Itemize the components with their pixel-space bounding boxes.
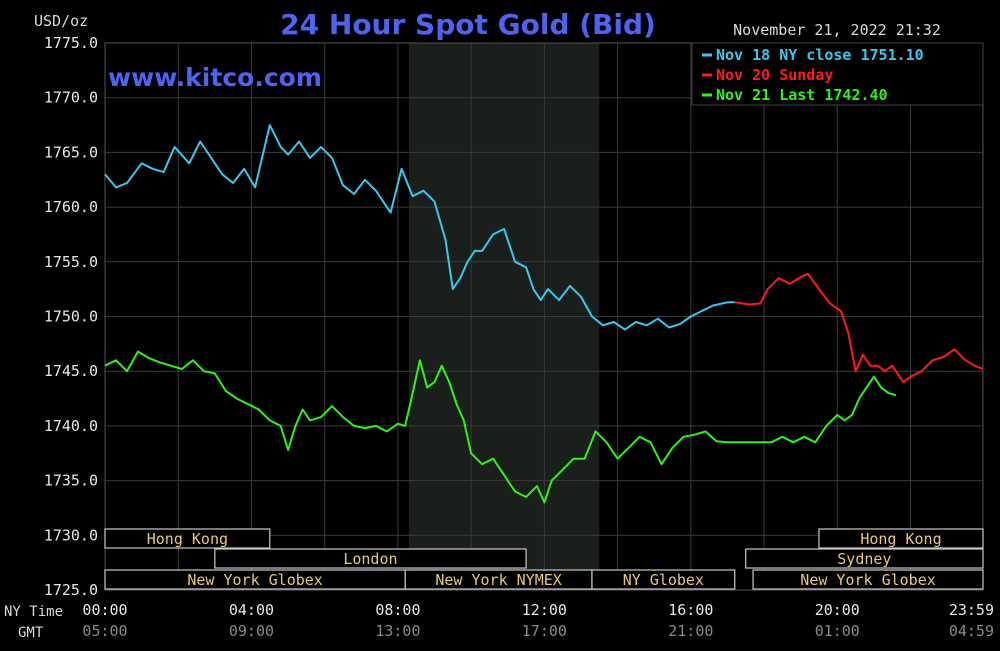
session-bar xyxy=(752,569,984,590)
trading-sessions: Hong Kong Hong Kong London Sydney New York G… xyxy=(104,528,984,590)
y-axis-units: USD/oz xyxy=(34,12,88,30)
x-tick-label-ny: 20:00 xyxy=(815,601,860,619)
session-label: Hong Kong xyxy=(147,530,228,548)
y-tick-label: 1755.0 xyxy=(44,253,98,271)
x-tick-label-gmt: 21:00 xyxy=(668,622,713,640)
x-tick-label-gmt: 05:00 xyxy=(82,622,127,640)
y-tick-label: 1760.0 xyxy=(44,198,98,216)
x-tick-label-gmt: 13:00 xyxy=(375,622,420,640)
session-label: New York NYMEX xyxy=(435,571,561,589)
session-bar xyxy=(591,569,736,590)
x-tick-label-ny: 23:59 xyxy=(949,601,994,619)
session-label: London xyxy=(343,550,397,568)
gmt-label: GMT xyxy=(18,625,44,641)
session-bar xyxy=(818,528,984,549)
legend-entry: Nov 21 Last 1742.40 xyxy=(716,86,888,104)
x-tick-label-gmt: 09:00 xyxy=(229,622,274,640)
x-tick-label-gmt: 01:00 xyxy=(815,622,860,640)
legend-entry: Nov 20 Sunday xyxy=(716,66,833,84)
chart-title: 24 Hour Spot Gold (Bid) xyxy=(280,8,656,41)
x-axis-ticks: 00:00 05:00 04:00 09:00 08:00 13:00 12:00 17:00… xyxy=(82,601,994,640)
x-tick-label-gmt: 17:00 xyxy=(522,622,567,640)
y-axis-ticks: 1775.0 1770.0 1765.0 1760.0 1755.0 1750.0 1745… xyxy=(44,34,98,599)
series-line-1 xyxy=(734,272,984,384)
session-label: New York Globex xyxy=(187,571,322,589)
series-line-0 xyxy=(104,124,735,331)
y-tick-label: 1775.0 xyxy=(44,34,98,52)
session-bar xyxy=(214,548,527,569)
price-series xyxy=(104,124,984,504)
y-tick-label: 1725.0 xyxy=(44,581,98,599)
y-tick-label: 1770.0 xyxy=(44,89,98,107)
y-tick-label: 1745.0 xyxy=(44,362,98,380)
series-line-2 xyxy=(104,350,897,504)
x-tick-label-ny: 08:00 xyxy=(375,601,420,619)
y-tick-label: 1740.0 xyxy=(44,417,98,435)
y-tick-label: 1765.0 xyxy=(44,143,98,161)
x-tick-label-gmt: 04:59 xyxy=(949,622,994,640)
chart-datetime: November 21, 2022 21:32 xyxy=(733,21,941,39)
ny-time-label: NY Time xyxy=(4,604,63,620)
session-bar xyxy=(745,548,984,569)
x-tick-label-ny: 04:00 xyxy=(229,601,274,619)
kitco-watermark: www.kitco.com xyxy=(108,63,322,92)
legend-entry: Nov 18 NY close 1751.10 xyxy=(716,46,924,64)
y-tick-label: 1750.0 xyxy=(44,308,98,326)
x-tick-label-ny: 12:00 xyxy=(522,601,567,619)
y-tick-label: 1730.0 xyxy=(44,526,98,544)
plot-border xyxy=(104,42,984,591)
session-label: Sydney xyxy=(837,550,891,568)
session-label: Hong Kong xyxy=(860,530,941,548)
session-label: New York Globex xyxy=(800,571,935,589)
session-bar xyxy=(104,528,271,549)
session-label: NY Globex xyxy=(623,571,704,589)
x-tick-label-ny: 00:00 xyxy=(82,601,127,619)
legend: Nov 18 NY close 1751.10 Nov 20 Sunday Nov … xyxy=(702,46,924,104)
y-tick-label: 1735.0 xyxy=(44,472,98,490)
legend-box xyxy=(691,42,984,106)
x-tick-label-ny: 16:00 xyxy=(668,601,713,619)
grid-lines xyxy=(104,42,984,591)
